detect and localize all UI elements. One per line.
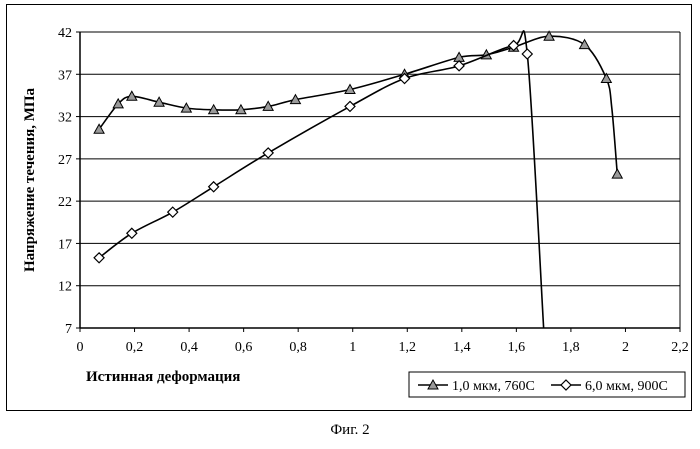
y-tick-label: 32 bbox=[58, 111, 72, 126]
figure-caption: Фиг. 2 bbox=[0, 422, 700, 439]
y-tick-label: 22 bbox=[58, 195, 72, 210]
x-tick-label: 0 bbox=[77, 340, 84, 355]
x-tick-label: 1,6 bbox=[508, 340, 526, 355]
x-tick-label: 0,2 bbox=[126, 340, 144, 355]
data-point bbox=[263, 148, 273, 158]
x-tick-label: 0,8 bbox=[289, 340, 307, 355]
x-tick-label: 0,4 bbox=[180, 340, 198, 355]
x-axis-label: Истинная деформация bbox=[86, 369, 240, 385]
x-tick-label: 2,2 bbox=[671, 340, 689, 355]
data-point bbox=[168, 207, 178, 217]
series-line bbox=[99, 36, 617, 174]
x-tick-label: 0,6 bbox=[235, 340, 253, 355]
y-axis-label: Напряжение течения, МПа bbox=[22, 87, 38, 272]
y-tick-label: 37 bbox=[58, 68, 72, 83]
data-point bbox=[580, 40, 590, 49]
x-tick-label: 1,2 bbox=[399, 340, 417, 355]
series-1 bbox=[94, 31, 622, 178]
x-tick-label: 1,4 bbox=[453, 340, 471, 355]
x-tick-label: 1,8 bbox=[562, 340, 580, 355]
data-point bbox=[454, 61, 464, 71]
y-tick-label: 42 bbox=[58, 26, 72, 41]
legend-label: 1,0 мкм, 760С bbox=[452, 379, 535, 394]
x-tick-label: 1 bbox=[349, 340, 356, 355]
data-point bbox=[345, 101, 355, 111]
legend: 1,0 мкм, 760С 6,0 мкм, 900С bbox=[409, 372, 685, 397]
x-tick-label: 2 bbox=[622, 340, 629, 355]
y-tick-label: 27 bbox=[58, 153, 72, 168]
chart: 7 12 17 22 27 32 37 42 0 0,2 0,4 0,6 0,8 1 1,2 1,4 1,6 1,… bbox=[0, 0, 700, 420]
y-tick-label: 12 bbox=[58, 280, 72, 295]
series-line bbox=[99, 31, 544, 328]
data-point bbox=[612, 169, 622, 178]
data-point bbox=[601, 74, 611, 83]
legend-label: 6,0 мкм, 900С bbox=[585, 379, 668, 394]
series-2 bbox=[94, 31, 544, 328]
data-point bbox=[209, 182, 219, 192]
data-point bbox=[127, 228, 137, 238]
y-tick-label: 17 bbox=[58, 237, 72, 252]
data-point bbox=[522, 49, 532, 59]
y-tick-label: 7 bbox=[65, 322, 72, 337]
